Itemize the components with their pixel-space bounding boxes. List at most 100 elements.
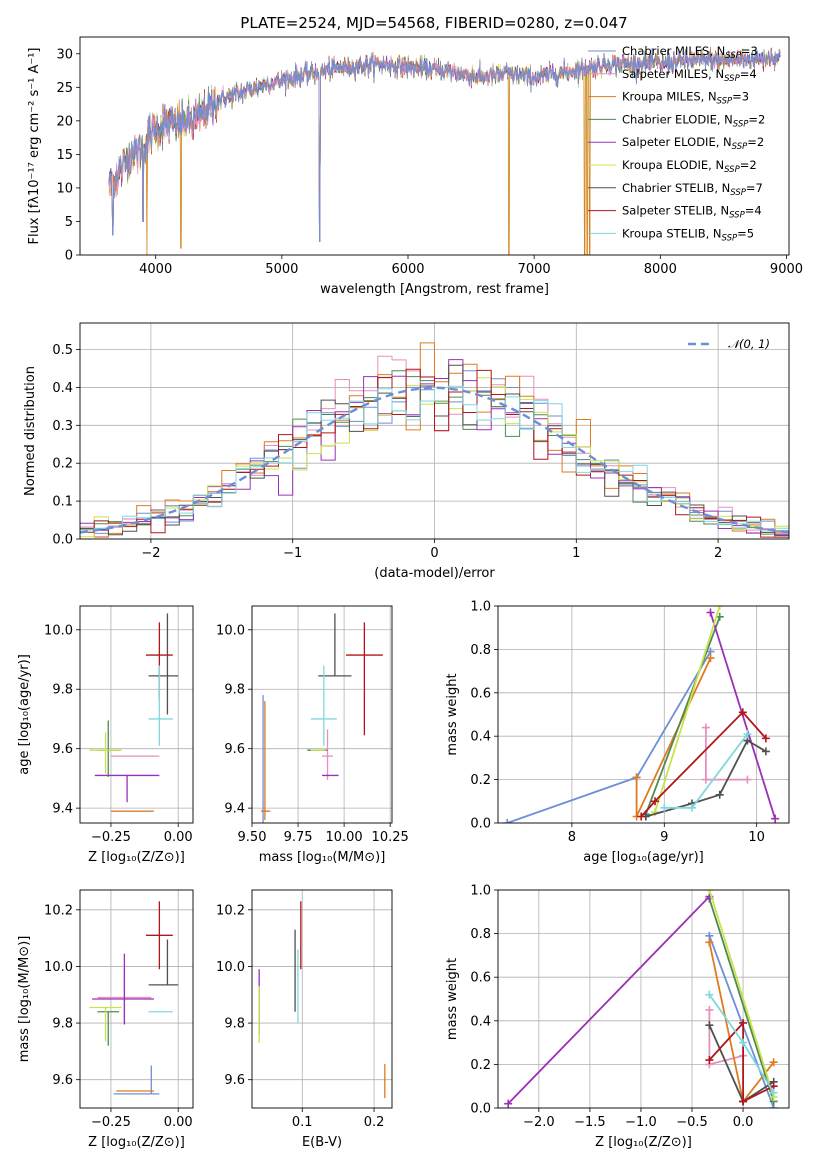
weight-vs-Z-xlabel: Z [log₁₀(Z/Z⊙)] bbox=[595, 1135, 692, 1150]
mass-vs-Z-errorbar-point bbox=[92, 953, 154, 1025]
mass-vs-Z-panel: −0.25 0.00 9.6 9.8 10.0 10.2 Z [log₁₀(Z/Z⊙)] ma… bbox=[17, 889, 194, 1150]
residuals-frame bbox=[79, 322, 790, 540]
spectrum-ytick-label: 30 bbox=[56, 47, 73, 62]
residuals-ytick-label: 0.1 bbox=[52, 495, 73, 510]
legend-entry: Salpeter STELIB, NSSP=4 bbox=[622, 204, 762, 221]
legend-entry: Salpeter MILES, NSSP=4 bbox=[622, 67, 757, 84]
weight-vs-Z-xtick-label: −2.0 bbox=[523, 1115, 555, 1130]
weight-vs-Z-ylabel: mass weight bbox=[445, 958, 460, 1040]
weight-vs-age-panel: 8 9 10 0.0 0.2 0.4 0.6 0.8 1.0 age [log₁₀(age/yr)… bbox=[445, 600, 790, 865]
mass-vs-EBV-frame bbox=[251, 889, 393, 1109]
weight-vs-Z-panel: −2.0 −1.5 −1.0 −0.5 0.0 0.0 0.2 0.4 0.6 0.8 1.0 Z [… bbox=[445, 884, 790, 1150]
mass-vs-Z-errorbar-point bbox=[145, 901, 173, 970]
mass-vs-Z-xlabel: Z [log₁₀(Z/Z⊙)] bbox=[88, 1135, 185, 1150]
age-vs-Z-frame bbox=[79, 605, 194, 824]
age-vs-mass-ytick-label: 9.8 bbox=[224, 683, 245, 698]
series-line bbox=[507, 895, 711, 1105]
series-marker bbox=[739, 1018, 748, 1027]
weight-vs-age-plot-area bbox=[503, 606, 780, 823]
legend-entry: Chabrier MILES, NSSP=3 bbox=[622, 44, 758, 61]
series-marker bbox=[651, 797, 660, 806]
legend-entry: Kroupa ELODIE, NSSP=2 bbox=[622, 158, 757, 175]
weight-vs-age-xtick-label: 8 bbox=[568, 830, 576, 845]
legend-entry: Kroupa MILES, NSSP=3 bbox=[622, 90, 749, 107]
series-line bbox=[708, 890, 775, 1098]
weight-vs-Z-ytick-label: 0.4 bbox=[470, 1014, 491, 1029]
spectrum-xtick-label: 7000 bbox=[518, 262, 551, 277]
age-vs-mass-ytick-label: 10.0 bbox=[216, 623, 245, 638]
age-vs-Z-errorbar-point bbox=[89, 732, 122, 774]
spectrum-xtick-label: 9000 bbox=[770, 262, 803, 277]
mass-vs-EBV-ytick-label: 9.6 bbox=[224, 1073, 245, 1088]
weight-vs-Z-series bbox=[705, 990, 778, 1097]
series-line bbox=[506, 651, 712, 823]
series-marker bbox=[705, 938, 714, 947]
legend-entry: Chabrier ELODIE, NSSP=2 bbox=[622, 112, 765, 129]
residuals-ylabel: Normed distribution bbox=[23, 366, 38, 496]
spectrum-ytick-label: 25 bbox=[56, 81, 73, 96]
age-vs-Z-ytick-label: 9.8 bbox=[52, 683, 73, 698]
series-marker bbox=[688, 803, 696, 812]
mass-vs-Z-xtick-label: 0.00 bbox=[164, 1115, 193, 1130]
series-marker bbox=[738, 708, 747, 717]
series-marker bbox=[743, 730, 752, 739]
series-marker bbox=[743, 775, 752, 784]
mass-vs-Z-ytick-label: 10.2 bbox=[44, 903, 73, 918]
spectrum-ytick-label: 5 bbox=[65, 215, 73, 230]
spectrum-ytick-label: 10 bbox=[56, 181, 73, 196]
legend-entry: Kroupa STELIB, NSSP=5 bbox=[622, 226, 754, 243]
series-marker bbox=[761, 747, 770, 756]
spectrum-xlabel: wavelength [Angstrom, rest frame] bbox=[320, 282, 549, 297]
residuals-xtick-label: 1 bbox=[572, 546, 580, 561]
weight-vs-age-series bbox=[701, 723, 752, 784]
residuals-ytick-label: 0.4 bbox=[52, 381, 73, 396]
residuals-plot-area bbox=[80, 342, 789, 538]
spectrum-ytick-label: 0 bbox=[65, 249, 73, 264]
series-line bbox=[708, 1020, 775, 1103]
weight-vs-age-xlabel: age [log₁₀(age/yr)] bbox=[583, 850, 704, 865]
age-vs-Z-ytick-label: 9.6 bbox=[52, 742, 73, 757]
weight-vs-Z-ytick-label: 1.0 bbox=[470, 884, 491, 899]
series-line bbox=[640, 710, 767, 818]
weight-vs-age-ytick-label: 0.4 bbox=[470, 730, 491, 745]
spectrum-ytick-label: 15 bbox=[56, 148, 73, 163]
series-marker bbox=[504, 1099, 513, 1108]
series-marker bbox=[769, 1058, 778, 1067]
figure-title: PLATE=2524, MJD=54568, FIBERID=0280, z=0… bbox=[240, 14, 627, 32]
age-vs-mass-errorbar-point bbox=[322, 729, 334, 780]
age-vs-Z-xlabel: Z [log₁₀(Z/Z⊙)] bbox=[88, 850, 185, 865]
weight-vs-age-series bbox=[660, 730, 752, 812]
series-marker bbox=[705, 1005, 714, 1014]
series-marker bbox=[705, 1056, 714, 1065]
weight-vs-age-ytick-label: 0.2 bbox=[470, 773, 491, 788]
residuals-ytick-label: 0.5 bbox=[52, 343, 73, 358]
spectrum-panel: 4000 5000 6000 7000 8000 9000 0 5 10 15 20 25 30 wave… bbox=[27, 36, 803, 297]
age-vs-Z-errorbar-point bbox=[148, 665, 173, 746]
mass-vs-EBV-ytick-label: 9.8 bbox=[224, 1017, 245, 1032]
series-marker bbox=[632, 773, 641, 782]
legend-entry: 𝒩(0, 1) bbox=[728, 337, 770, 351]
mass-vs-Z-errorbar-point bbox=[113, 1065, 160, 1095]
series-line bbox=[644, 616, 721, 815]
residuals-ytick-label: 0.3 bbox=[52, 419, 73, 434]
mass-vs-EBV-xtick-label: 0.2 bbox=[364, 1115, 385, 1130]
mass-vs-Z-errorbar-point bbox=[97, 1011, 120, 1046]
weight-vs-Z-ytick-label: 0.6 bbox=[470, 971, 491, 986]
residuals-ytick-label: 0.0 bbox=[52, 533, 73, 548]
series-marker bbox=[637, 812, 646, 821]
weight-vs-Z-xtick-label: −1.0 bbox=[625, 1115, 657, 1130]
weight-vs-Z-frame bbox=[497, 889, 790, 1109]
residual-histogram bbox=[80, 385, 789, 531]
normal-reference-curve bbox=[80, 386, 789, 534]
series-marker bbox=[701, 775, 710, 784]
age-vs-Z-errorbar-point bbox=[148, 613, 179, 715]
age-vs-mass-panel: 9.50 9.75 10.00 10.25 9.4 9.6 9.8 10.0 mass [log… bbox=[216, 605, 409, 865]
age-vs-Z-ytick-label: 9.4 bbox=[52, 802, 73, 817]
mass-vs-Z-errorbar-point bbox=[148, 939, 179, 986]
age-vs-mass-xlabel: mass [log₁₀(M/M⊙)] bbox=[259, 850, 386, 865]
mass-vs-Z-errorbar-point bbox=[89, 1006, 122, 1042]
panels: 4000 5000 6000 7000 8000 9000051015202530wave… bbox=[17, 36, 803, 1150]
age-vs-mass-plot-area bbox=[261, 613, 383, 823]
spectrum-ylabel: Flux [fλ10⁻¹⁷ erg cm⁻² s⁻¹ A⁻¹] bbox=[27, 48, 42, 245]
